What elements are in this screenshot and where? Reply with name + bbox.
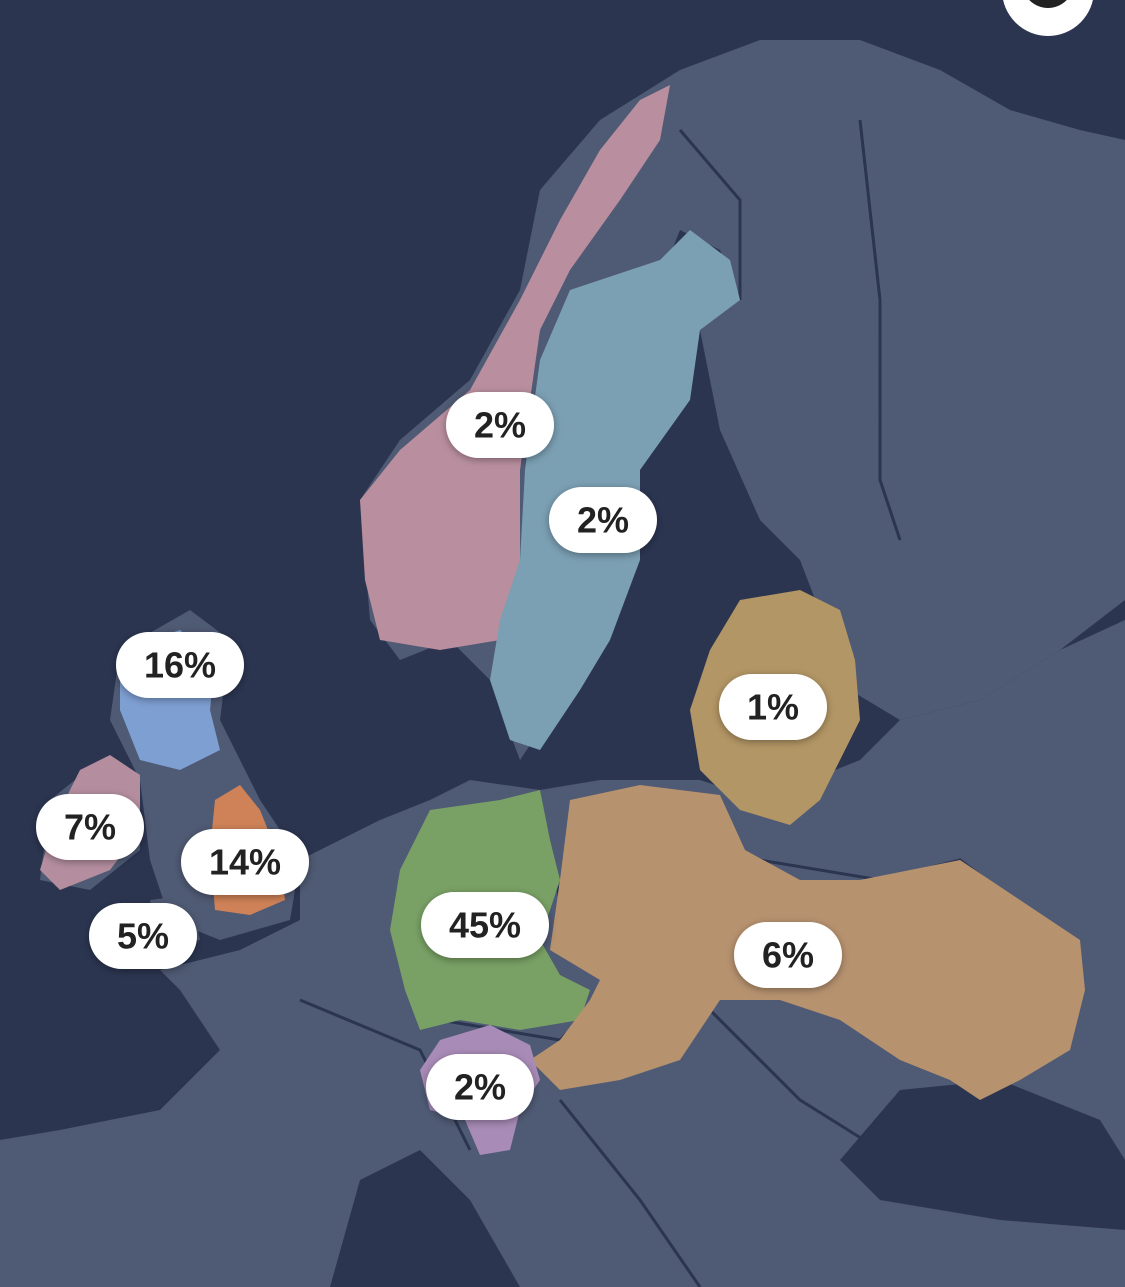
label-pill: 45% (421, 892, 549, 958)
region-label: 1% (747, 687, 799, 728)
black-sea (840, 1080, 1125, 1230)
label-pill: 2% (426, 1054, 534, 1120)
label-pill: 5% (89, 903, 197, 969)
region-label: 2% (577, 500, 629, 541)
mediterranean (330, 1150, 520, 1287)
label-pill: 1% (719, 674, 827, 740)
region-norway (360, 85, 670, 650)
label-pill: 6% (734, 922, 842, 988)
compass-icon (1029, 0, 1067, 8)
label-pill: 7% (36, 794, 144, 860)
region-label: 5% (117, 916, 169, 957)
region-label: 14% (209, 842, 281, 883)
region-label: 6% (762, 935, 814, 976)
region-label: 7% (64, 807, 116, 848)
region-label: 16% (144, 645, 216, 686)
region-label: 2% (454, 1067, 506, 1108)
finland-land (690, 90, 880, 560)
region-label: 2% (474, 405, 526, 446)
label-pill: 16% (116, 632, 244, 698)
label-pill: 14% (181, 829, 309, 895)
compass-button[interactable] (1002, 0, 1094, 36)
region-label: 45% (449, 905, 521, 946)
label-pill: 2% (549, 487, 657, 553)
label-pill: 2% (446, 392, 554, 458)
